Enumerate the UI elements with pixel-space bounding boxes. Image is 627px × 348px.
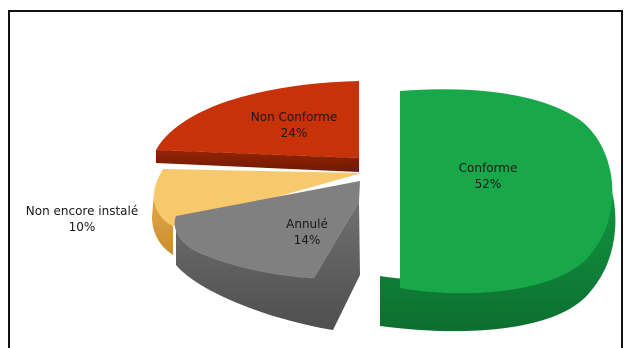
pie-slices (152, 81, 616, 332)
slice-annule-label: Annulé (286, 217, 328, 231)
pie-chart: Conforme 52% Annulé 14% Non encore instalé 10… (26, 81, 616, 332)
slice-conforme-label: Conforme (459, 161, 518, 175)
slice-conforme-value: 52% (475, 177, 502, 191)
pie-labels: Conforme 52% Annulé 14% Non encore instalé 10… (26, 110, 518, 247)
slice-annule-top (174, 181, 360, 278)
slice-non-conforme-top (156, 81, 359, 158)
slice-non-encore-installe-label: Non encore instalé (26, 204, 139, 218)
slice-conforme-top (400, 89, 613, 294)
slice-non-conforme-value: 24% (281, 126, 308, 140)
slice-non-conforme-label: Non Conforme (251, 110, 337, 124)
slice-annule-side (174, 202, 360, 330)
slice-non-encore-installe-side (152, 193, 173, 255)
slice-non-conforme-side (156, 150, 359, 172)
slice-non-encore-installe-value: 10% (69, 220, 96, 234)
slice-annule-value: 14% (294, 233, 321, 247)
